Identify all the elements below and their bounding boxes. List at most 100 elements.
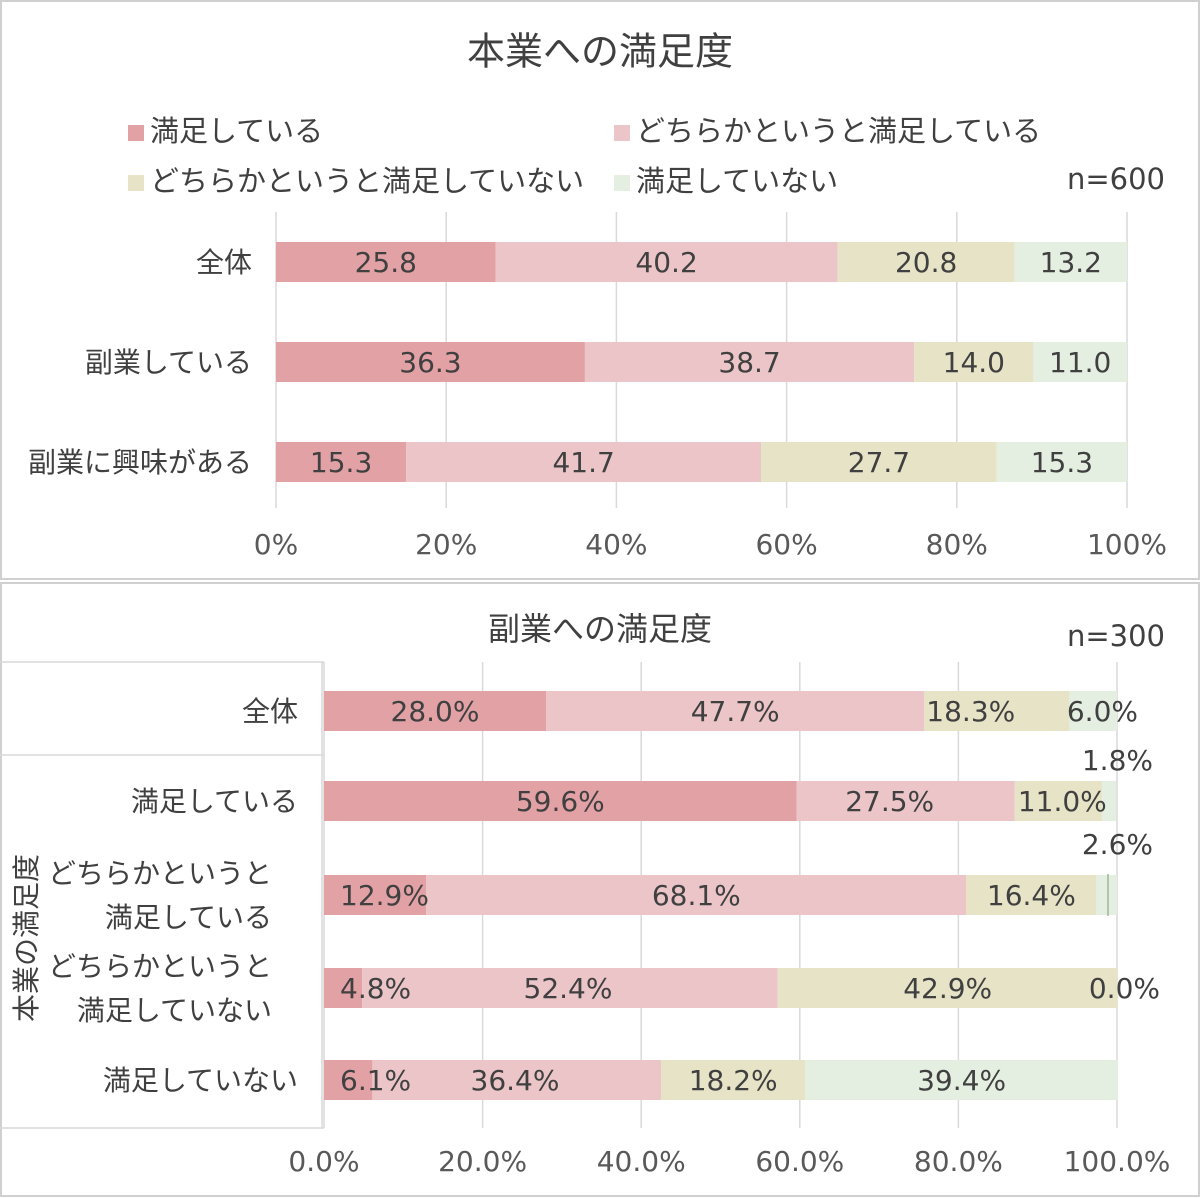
x-tick-label: 0%	[254, 528, 298, 561]
data-label: 36.3	[399, 346, 461, 379]
legend-label: どちらかというと満足している	[636, 114, 1041, 148]
data-label: 20.8	[895, 246, 957, 279]
bar-segment	[372, 1060, 662, 1100]
bar-segment	[276, 442, 407, 482]
x-tick-label: 60.0%	[755, 1145, 844, 1178]
bar-segment	[1033, 342, 1127, 382]
bar-segment	[914, 342, 1034, 382]
data-label: 42.9%	[903, 972, 992, 1005]
data-label: 15.3	[1031, 446, 1093, 479]
chart-2-sample-size: n=300	[1067, 619, 1165, 653]
bar-segment	[924, 691, 1070, 731]
bar-segment	[324, 875, 427, 915]
data-label: 16.4%	[987, 879, 1076, 912]
x-tick-label: 100.0%	[1064, 1145, 1171, 1178]
data-label: 18.3%	[926, 695, 1015, 728]
chart-1-frame	[0, 0, 1200, 580]
bar-segment	[324, 1060, 373, 1100]
bar-segment	[276, 342, 585, 382]
data-label: 59.6%	[516, 785, 605, 818]
chart-2-title: 副業への満足度	[488, 610, 712, 648]
data-label: 39.4%	[917, 1064, 1006, 1097]
bar-segment	[1096, 875, 1117, 915]
bar-segment	[406, 442, 762, 482]
x-tick-label: 100%	[1087, 528, 1167, 561]
bar-segment	[1101, 781, 1117, 821]
bar-segment	[1069, 691, 1117, 731]
data-label: 12.9%	[340, 879, 429, 912]
x-tick-label: 60%	[755, 528, 817, 561]
category-label: どちらかというと	[48, 857, 272, 890]
bar-segment	[324, 781, 797, 821]
bar-segment	[966, 875, 1097, 915]
category-label: 満足している	[131, 785, 298, 818]
bar-segment	[761, 442, 997, 482]
data-label: 41.7	[552, 446, 614, 479]
category-label: 満足していない	[77, 994, 272, 1027]
data-label: 13.2	[1040, 246, 1102, 279]
chart-2-frame	[0, 582, 1200, 1197]
bar-segment	[362, 968, 778, 1008]
bar-segment	[996, 442, 1127, 482]
data-label: 6.0%	[1067, 695, 1138, 728]
bar-segment	[276, 242, 496, 282]
data-label: 27.5%	[845, 785, 934, 818]
legend-swatch	[128, 175, 144, 191]
x-tick-label: 0.0%	[288, 1145, 359, 1178]
legend-swatch	[614, 175, 630, 191]
data-label: 40.2	[635, 246, 697, 279]
data-label: 25.8	[355, 246, 417, 279]
y-axis-title: 本業の満足度	[10, 854, 43, 1022]
category-label: 満足していない	[103, 1064, 298, 1097]
legend-swatch	[614, 125, 630, 141]
data-label: 28.0%	[391, 695, 480, 728]
legend-label: どちらかというと満足していない	[150, 164, 584, 198]
x-tick-label: 80.0%	[914, 1145, 1003, 1178]
bar-segment	[584, 342, 915, 382]
data-label: 47.7%	[691, 695, 780, 728]
bar-segment	[1014, 242, 1127, 282]
x-tick-label: 80%	[926, 528, 988, 561]
bar-segment	[777, 968, 1118, 1008]
data-label: 38.7	[718, 346, 780, 379]
data-label: 27.7	[848, 446, 910, 479]
legend-label: 満足していない	[636, 164, 838, 198]
category-label: どちらかというと	[48, 950, 272, 983]
bar-segment	[661, 1060, 806, 1100]
x-tick-label: 40.0%	[597, 1145, 686, 1178]
bar-segment	[837, 242, 1015, 282]
category-label: 満足している	[105, 901, 272, 934]
category-label: 副業している	[85, 346, 252, 379]
bar-segment	[426, 875, 967, 915]
bar-segment	[805, 1060, 1118, 1100]
data-label: 4.8%	[340, 972, 411, 1005]
chart-1-sample-size: n=600	[1067, 162, 1165, 196]
x-tick-label: 20%	[415, 528, 477, 561]
x-tick-label: 40%	[585, 528, 647, 561]
bar-segment	[546, 691, 925, 731]
data-label: 0.0%	[1089, 972, 1160, 1005]
x-tick-label: 20.0%	[438, 1145, 527, 1178]
legend-label: 満足している	[150, 114, 323, 148]
category-label: 全体	[242, 695, 298, 728]
data-label: 2.6%	[1082, 828, 1153, 861]
legend-swatch	[128, 125, 144, 141]
category-label: 全体	[196, 246, 252, 279]
category-label: 副業に興味がある	[28, 446, 252, 479]
data-label: 11.0%	[1018, 785, 1107, 818]
bar-segment	[796, 781, 1015, 821]
data-label: 14.0	[943, 346, 1005, 379]
data-label: 1.8%	[1082, 744, 1153, 777]
bar-segment	[1014, 781, 1102, 821]
data-label: 52.4%	[524, 972, 613, 1005]
bar-segment	[495, 242, 838, 282]
chart-1-title: 本業への満足度	[467, 30, 733, 74]
data-label: 15.3	[310, 446, 372, 479]
bar-segment	[324, 968, 363, 1008]
bar-segment	[324, 691, 547, 731]
data-label: 68.1%	[652, 879, 741, 912]
data-label: 18.2%	[689, 1064, 778, 1097]
data-label: 6.1%	[340, 1064, 411, 1097]
